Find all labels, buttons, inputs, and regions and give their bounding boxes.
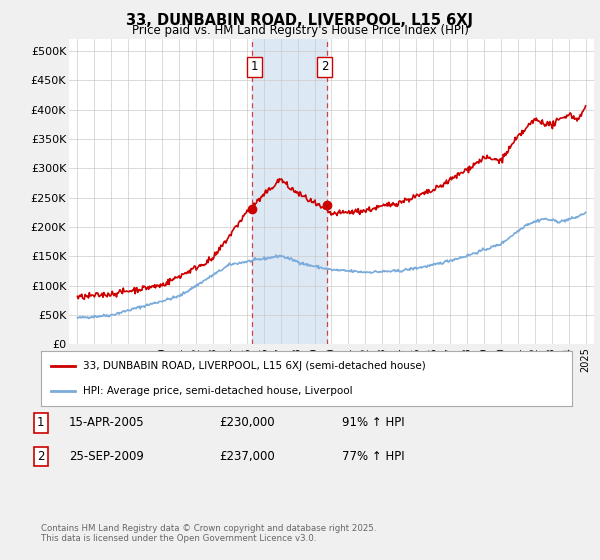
Text: 1: 1 (37, 416, 44, 430)
Text: £237,000: £237,000 (219, 450, 275, 463)
Bar (252, 39, 327, 344)
Text: 2: 2 (320, 60, 328, 73)
Text: 15-APR-2005: 15-APR-2005 (69, 416, 145, 430)
Text: Contains HM Land Registry data © Crown copyright and database right 2025.
This d: Contains HM Land Registry data © Crown c… (41, 524, 376, 543)
Text: Price paid vs. HM Land Registry's House Price Index (HPI): Price paid vs. HM Land Registry's House … (131, 24, 469, 37)
Text: 91% ↑ HPI: 91% ↑ HPI (342, 416, 404, 430)
Text: HPI: Average price, semi-detached house, Liverpool: HPI: Average price, semi-detached house,… (83, 386, 353, 396)
Text: 2: 2 (37, 450, 44, 463)
Text: 25-SEP-2009: 25-SEP-2009 (69, 450, 144, 463)
Text: 1: 1 (251, 60, 258, 73)
Text: £230,000: £230,000 (219, 416, 275, 430)
Text: 33, DUNBABIN ROAD, LIVERPOOL, L15 6XJ: 33, DUNBABIN ROAD, LIVERPOOL, L15 6XJ (127, 13, 473, 28)
Text: 77% ↑ HPI: 77% ↑ HPI (342, 450, 404, 463)
Text: 33, DUNBABIN ROAD, LIVERPOOL, L15 6XJ (semi-detached house): 33, DUNBABIN ROAD, LIVERPOOL, L15 6XJ (s… (83, 361, 426, 371)
